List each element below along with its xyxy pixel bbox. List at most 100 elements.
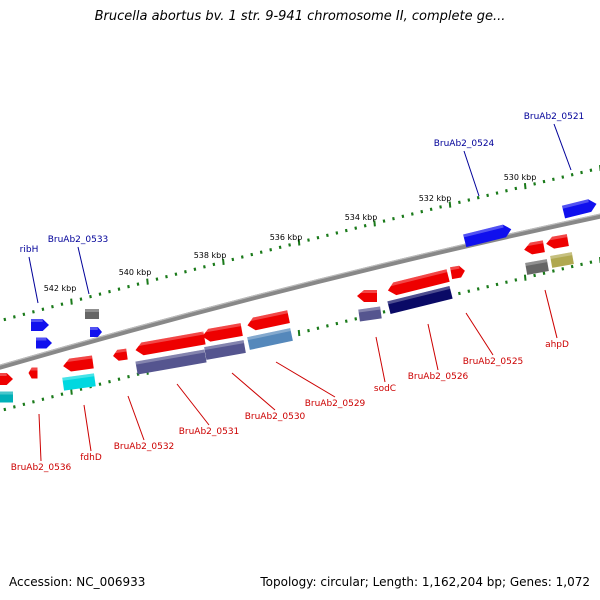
outer-tick [542,179,546,184]
label-leader [375,336,386,383]
scale-label: 538 kbp [194,251,227,260]
gene-label[interactable]: BruAb2_0529 [305,399,366,409]
outer-tick [354,226,358,230]
gene-feature[interactable] [112,348,128,362]
gene-feature[interactable] [386,269,450,297]
gene-feature[interactable] [357,290,377,302]
label-leader [28,256,39,304]
outer-tick [98,292,102,296]
gene-label[interactable]: sodC [374,384,396,394]
map-title: Brucella abortus bv. 1 str. 9-941 chromo… [94,9,506,24]
outer-tick [297,239,301,246]
inner-tick [561,267,565,271]
gene-feature[interactable] [387,285,453,315]
outer-tick [316,235,320,240]
outer-tick [3,317,7,322]
gene-label[interactable]: BruAb2_0521 [524,112,585,122]
outer-tick [117,287,121,291]
gene-label[interactable]: BruAb2_0526 [408,372,469,382]
gene-feature[interactable] [28,367,38,379]
gene-label[interactable]: ahpD [545,340,569,350]
gene-feature[interactable] [525,259,549,275]
gene-feature[interactable] [201,323,243,343]
outer-tick [184,270,187,274]
outer-tick [589,168,593,172]
gene-feature[interactable] [0,373,13,385]
outer-tick [222,258,225,266]
gene-feature[interactable] [135,349,207,375]
inner-tick [570,264,574,269]
outer-tick [363,224,367,228]
outer-tick [203,265,206,269]
inner-tick [108,379,111,384]
gene-label[interactable]: BruAb2_0536 [11,463,72,473]
topology-summary: Topology: circular; Length: 1,162,204 bp… [260,575,590,589]
outer-tick [307,238,310,242]
outer-tick [580,170,583,175]
outer-tick [344,228,348,233]
outer-tick [570,173,574,177]
label-leader [463,150,480,197]
gene-feature[interactable] [204,340,246,360]
outer-tick [22,312,26,317]
inner-tick [98,382,102,386]
label-leader [77,246,90,295]
gene-label[interactable]: ribH [20,245,39,255]
gene-feature[interactable] [246,310,290,331]
gene-feature[interactable] [450,265,466,280]
gene-label[interactable]: BruAb2_0533 [48,235,109,245]
scale-label: 530 kbp [504,173,537,182]
inner-tick [476,287,480,291]
inner-tick [60,392,64,396]
outer-tick [32,310,35,314]
gene-feature[interactable] [561,198,598,219]
gene-feature[interactable] [85,309,99,319]
gene-feature[interactable] [550,252,574,268]
label-leader [83,404,92,452]
label-leader [465,312,494,356]
inner-tick [297,329,301,337]
inner-tick [514,278,518,282]
scale-label: 532 kbp [419,194,452,203]
gene-feature[interactable] [62,373,96,391]
gene-label[interactable]: BruAb2_0525 [463,357,524,367]
gene-feature[interactable] [523,240,545,255]
outer-tick [70,298,73,305]
inner-tick [316,326,320,330]
gene-label[interactable]: BruAb2_0531 [179,427,240,437]
gene-feature[interactable] [545,234,569,250]
outer-tick [127,284,130,289]
inner-tick [354,317,358,321]
inner-tick [41,397,45,401]
gene-label[interactable]: BruAb2_0530 [245,412,306,422]
inner-tick [589,260,593,264]
outer-tick [467,198,471,202]
gene-label[interactable]: BruAb2_0524 [434,139,495,149]
accession-label: Accession: NC_006933 [9,575,146,589]
scale-label: 536 kbp [270,233,303,242]
inner-tick [580,262,583,267]
scale-label: 540 kbp [119,268,152,277]
scale-label: 534 kbp [345,213,378,222]
gene-feature[interactable] [31,319,49,331]
inner-tick [127,374,130,379]
outer-tick [552,177,555,182]
gene-feature[interactable] [247,328,293,350]
gene-feature[interactable] [358,306,382,322]
gene-label[interactable]: BruAb2_0532 [114,442,175,452]
outer-tick [250,252,254,257]
inner-tick [12,405,16,409]
inner-tick [467,289,471,293]
gene-feature[interactable] [62,355,94,372]
gene-feature[interactable] [90,327,102,337]
gene-feature[interactable] [463,223,513,248]
gene-features [0,198,598,403]
gene-feature[interactable] [134,331,206,357]
inner-tick [505,280,508,284]
gene-feature[interactable] [0,391,13,403]
gene-feature[interactable] [36,337,52,349]
outer-tick [533,182,536,186]
gene-label[interactable]: fdhD [80,453,102,463]
label-leader [127,395,145,441]
outer-tick [326,233,329,238]
